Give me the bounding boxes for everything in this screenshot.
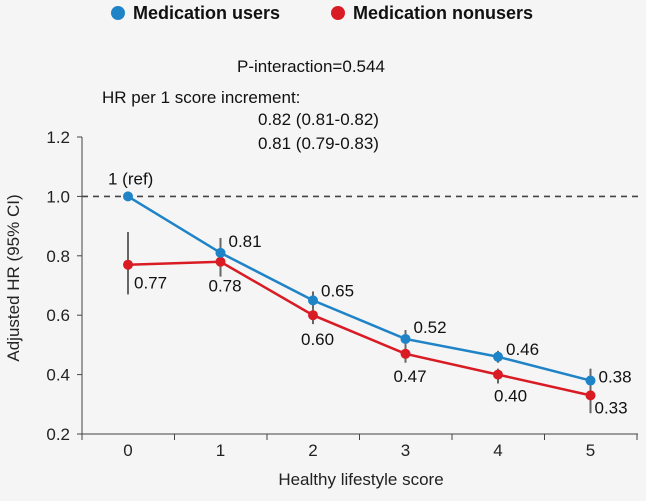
data-label-nonusers: 0.47 <box>394 367 427 386</box>
point-nonusers <box>308 310 318 321</box>
point-users <box>123 191 133 202</box>
point-users <box>585 375 596 386</box>
data-label-users: 0.65 <box>321 281 354 300</box>
data-label-nonusers: 0.33 <box>595 398 628 417</box>
x-tick-label: 4 <box>493 441 502 460</box>
y-tick-label: 0.6 <box>46 306 70 325</box>
p-interaction-text: P-interaction=0.544 <box>237 57 385 76</box>
point-nonusers <box>585 390 596 401</box>
data-label-users: 0.52 <box>414 318 447 337</box>
point-nonusers <box>123 259 133 270</box>
legend: Medication users Medication nonusers <box>111 3 533 23</box>
data-label-users: 0.81 <box>229 232 262 251</box>
series-layer <box>123 191 596 414</box>
point-nonusers <box>215 256 226 267</box>
y-tick-label: 0.2 <box>46 425 70 444</box>
y-axis-title: Adjusted HR (95% CI) <box>4 194 23 361</box>
point-users <box>308 295 318 306</box>
y-tick-label: 0.4 <box>46 366 70 385</box>
point-users <box>400 333 411 344</box>
x-tick-label: 3 <box>401 441 410 460</box>
x-tick-label: 1 <box>216 441 225 460</box>
x-tick-label: 0 <box>123 441 132 460</box>
hr-nonusers-text: 0.81 (0.79-0.83) <box>258 134 379 153</box>
data-label-nonusers: 0.60 <box>301 330 334 349</box>
y-tick-label: 0.8 <box>46 247 70 266</box>
data-label-nonusers: 0.77 <box>134 274 167 293</box>
data-label-nonusers: 0.78 <box>209 277 242 296</box>
data-label-users: 0.38 <box>599 368 632 387</box>
y-tick-label: 1.0 <box>46 187 70 206</box>
x-tick-label: 2 <box>308 441 317 460</box>
series-line-nonusers <box>127 260 591 397</box>
data-labels-layer: 1 (ref) 0.81 0.65 0.52 0.46 0.38 0.77 0.78 0.60 0… <box>108 169 632 417</box>
y-tick-label: 1.2 <box>46 128 70 147</box>
data-label-nonusers: 0.40 <box>494 387 527 406</box>
hr-users-text: 0.82 (0.81-0.82) <box>258 110 379 129</box>
data-label-users: 1 (ref) <box>108 169 153 188</box>
point-nonusers <box>400 348 411 359</box>
legend-label-nonusers: Medication nonusers <box>353 3 533 23</box>
legend-marker-users <box>111 6 125 20</box>
hr-header-text: HR per 1 score increment: <box>102 88 300 107</box>
ticks-layer: 0.2 0.4 0.6 0.8 1.0 1.2 0 1 2 3 4 5 <box>46 128 638 460</box>
point-nonusers <box>493 369 503 380</box>
series-line-users <box>127 195 591 382</box>
point-users <box>215 247 226 258</box>
x-axis-title: Healthy lifestyle score <box>278 470 443 489</box>
point-users <box>493 351 503 362</box>
legend-label-users: Medication users <box>133 3 280 23</box>
data-label-users: 0.46 <box>506 340 539 359</box>
x-tick-label: 5 <box>586 441 595 460</box>
legend-marker-nonusers <box>331 6 345 20</box>
